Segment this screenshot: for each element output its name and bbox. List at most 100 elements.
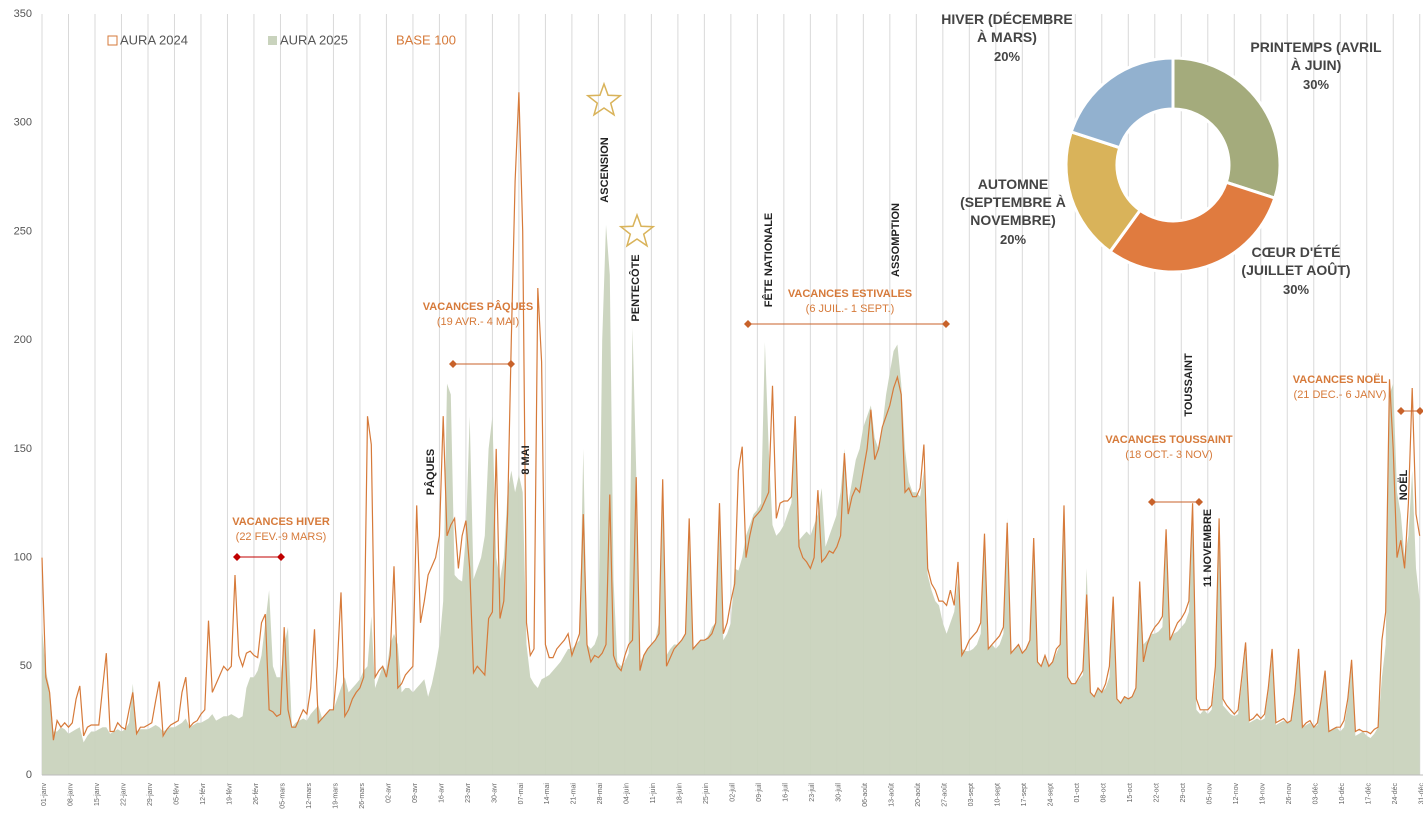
period-marker (744, 320, 752, 328)
period-dates: (22 FEV.-9 MARS) (236, 531, 327, 543)
y-tick-label: 250 (14, 225, 32, 237)
legend-label: AURA 2024 (120, 32, 188, 47)
holiday-label: 8 MAI (520, 445, 532, 474)
period-title: VACANCES NOËL (1293, 373, 1388, 386)
x-tick-label: 24-sept (1048, 783, 1055, 806)
x-tick-label: 20-août (915, 783, 922, 807)
pie-value: 30% (1302, 77, 1330, 92)
y-tick-label: 350 (14, 8, 32, 20)
x-tick-label: 08-janv (67, 783, 74, 806)
holiday-label: 11 NOVEMBRE (1202, 509, 1214, 587)
pie-value: 20% (993, 49, 1021, 64)
donut-slice (1171, 56, 1282, 200)
x-tick-label: 04-juin (624, 783, 631, 804)
star (618, 212, 656, 248)
x-tick-label: 12-mars (306, 783, 313, 809)
holiday-label: ASSOMPTION (890, 203, 902, 277)
x-tick-label: 29-oct (1180, 783, 1187, 803)
period-dates: (6 JUIL.- 1 SEPT.) (806, 303, 895, 315)
x-tick-label: 06-août (862, 783, 869, 807)
pie-value: 20% (999, 232, 1027, 247)
pie-category: CŒUR D'ÉTÉ (JUILLET AOÛT) (1241, 244, 1351, 278)
x-tick-label: 15-janv (94, 783, 101, 806)
x-tick-label: 27-août (942, 783, 949, 807)
x-tick-label: 26-mars (359, 783, 366, 809)
pie-category: HIVER (DÉCEMBRE À MARS) (941, 11, 1073, 45)
x-tick-label: 05-mars (279, 783, 286, 809)
x-tick-label: 28-mai (597, 783, 604, 805)
pie-value: 30% (1282, 282, 1310, 297)
x-tick-label: 16-juil (783, 783, 790, 802)
x-tick-label: 23-juil (809, 783, 816, 802)
x-tick-label: 17-déc (1366, 783, 1373, 805)
legend-label: AURA 2025 (280, 32, 348, 47)
period-title: VACANCES HIVER (232, 516, 330, 528)
legend-swatch (268, 36, 277, 45)
x-tick-label: 29-janv (147, 783, 154, 806)
x-tick-label: 18-juin (677, 783, 684, 804)
holiday-label: ASCENSION (599, 137, 611, 202)
x-tick-label: 13-août (889, 783, 896, 807)
x-tick-label: 16-avr (438, 782, 445, 803)
pie-label: PRINTEMPS (AVRIL À JUIN) 30% (1246, 38, 1386, 94)
period-marker (1195, 498, 1203, 506)
x-tick-label: 03-sept (968, 783, 975, 806)
x-tick-label: 17-sept (1021, 783, 1028, 806)
period-title: VACANCES PÂQUES (423, 300, 533, 313)
pie-label: CŒUR D'ÉTÉ (JUILLET AOÛT) 30% (1226, 243, 1366, 299)
period-dates: (21 DEC.- 6 JANV) (1294, 389, 1387, 401)
y-tick-label: 0 (26, 769, 32, 781)
x-tick-label: 15-oct (1127, 783, 1134, 803)
x-tick-label: 19-nov (1260, 783, 1267, 805)
period-dates: (19 AVR.- 4 MAI) (437, 316, 519, 328)
donut-slice (1069, 56, 1175, 150)
x-tick-label: 30-avr (491, 782, 498, 803)
x-tick-label: 12-nov (1233, 783, 1240, 805)
y-tick-label: 100 (14, 551, 32, 563)
holiday-label: NOËL (1397, 469, 1410, 500)
holiday-label: PENTECÔTE (629, 254, 642, 321)
holiday-label: FÊTE NATIONALE (762, 213, 775, 308)
area (42, 224, 1420, 775)
x-tick-label: 01-oct (1074, 783, 1081, 803)
star (585, 81, 623, 117)
period-marker (942, 320, 950, 328)
x-tick-label: 05-nov (1207, 783, 1214, 805)
donut-slice (1108, 180, 1277, 274)
holiday-label: TOUSSAINT (1183, 353, 1195, 417)
x-tick-label: 09-avr (412, 782, 419, 803)
x-tick-label: 03-déc (1313, 783, 1320, 805)
period-title: VACANCES ESTIVALES (788, 288, 912, 300)
period-marker (507, 360, 515, 368)
legend-swatch (107, 35, 118, 46)
x-tick-label: 19-mars (332, 783, 339, 809)
x-tick-label: 11-juin (650, 783, 657, 804)
x-tick-label: 05-févr (173, 782, 180, 804)
x-tick-label: 22-oct (1154, 783, 1161, 803)
x-tick-label: 01-janv (41, 783, 48, 806)
x-tick-label: 10-sept (995, 783, 1002, 806)
legend-note: BASE 100 (396, 32, 456, 47)
y-tick-label: 50 (20, 660, 32, 672)
x-tick-label: 31-déc (1419, 783, 1423, 805)
pie-category: AUTOMNE (SEPTEMBRE À NOVEMBRE) (960, 176, 1066, 228)
period-marker (1397, 407, 1405, 415)
x-tick-label: 02-juil (730, 783, 737, 802)
x-tick-label: 22-janv (120, 783, 127, 806)
period-marker (277, 553, 285, 561)
period-title: VACANCES TOUSSAINT (1105, 434, 1233, 446)
pie-label: AUTOMNE (SEPTEMBRE À NOVEMBRE) 20% (948, 175, 1078, 249)
line (41, 92, 1421, 741)
x-tick-label: 26-nov (1286, 783, 1293, 805)
pie-category: PRINTEMPS (AVRIL À JUIN) (1250, 39, 1382, 73)
period-marker (1416, 407, 1423, 415)
x-tick-label: 23-avr (465, 782, 472, 803)
x-tick-label: 12-févr (200, 782, 207, 804)
x-tick-label: 09-juil (756, 783, 763, 802)
x-tick-label: 10-déc (1339, 783, 1346, 805)
period-marker (1148, 498, 1156, 506)
star-icons (585, 81, 656, 248)
x-tick-label: 02-avr (385, 782, 392, 803)
